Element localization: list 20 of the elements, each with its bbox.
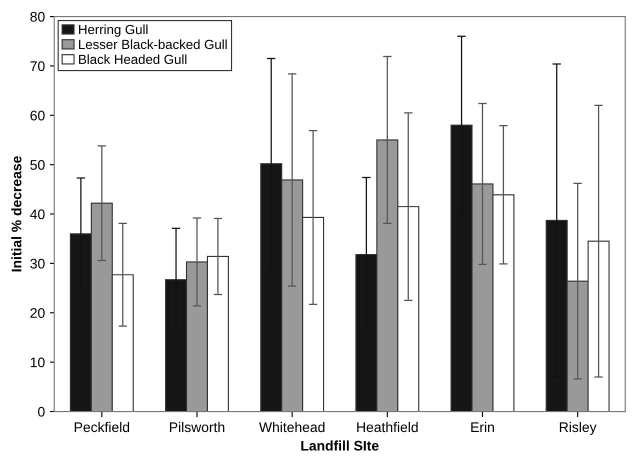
x-tick-label: Peckfield [74,422,130,432]
y-tick-label: 40 [30,209,45,220]
legend-label: Lesser Black-backed Gull [79,39,227,50]
y-tick-label: 0 [38,406,45,417]
y-axis-title: Initial % decrease [11,156,22,272]
x-tick-label: Risley [560,422,597,435]
y-tick-label: 60 [30,110,45,120]
y-tick-label: 80 [30,12,45,22]
x-tick-label: Pilsworth [170,422,224,432]
y-tick-label: 50 [30,160,45,170]
y-tick-label: 70 [30,61,45,72]
x-tick-label: Erin [471,422,494,432]
y-tick-label: 20 [30,308,45,318]
legend-label: Black Headed Gull [79,54,186,64]
y-tick-label: 10 [30,357,45,368]
y-tick-label: 30 [30,258,45,269]
legend-label: Herring Gull [79,24,148,37]
x-tick-label: Whitehead [259,422,324,432]
x-tick-label: Heathfield [357,422,418,432]
x-axis-title: Landfill SIte [301,440,379,451]
